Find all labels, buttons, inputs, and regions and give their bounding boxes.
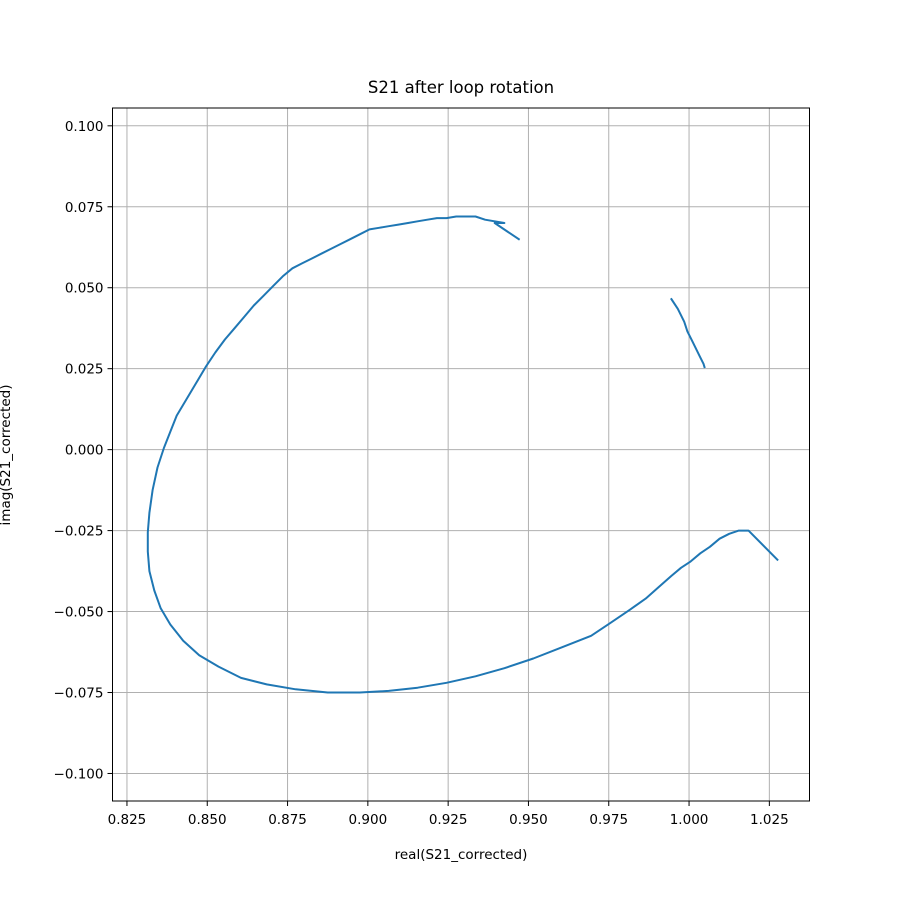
- x-tick-label: 1.000: [670, 812, 709, 828]
- x-tick-label: 0.875: [268, 812, 307, 828]
- s21-trace-line-0: [146, 215, 779, 694]
- x-tick-label: 0.975: [589, 812, 628, 828]
- y-tick-label: 0.025: [65, 362, 104, 378]
- x-tick-label: 0.950: [509, 812, 548, 828]
- y-tick-label: 0.100: [65, 119, 104, 135]
- y-tick-label: −0.050: [54, 605, 104, 621]
- plot-area: [146, 215, 779, 694]
- grid: [112, 108, 810, 801]
- y-axis-label: imag(S21_corrected): [0, 385, 14, 526]
- x-tick-label: 0.925: [429, 812, 468, 828]
- chart-title: S21 after loop rotation: [368, 78, 554, 97]
- y-tick-label: −0.075: [54, 686, 104, 702]
- axes-frame: [112, 107, 810, 802]
- x-tick-label: 1.025: [750, 812, 789, 828]
- y-tick-label: 0.000: [65, 443, 104, 459]
- x-tick-label: 0.850: [188, 812, 227, 828]
- x-tick-label: 0.825: [108, 812, 147, 828]
- s21-trace-line-1: [670, 297, 706, 369]
- axis-ticks: 0.825 0.850 0.875 0.900 0.925 0.950 0.975 1.000…: [54, 119, 789, 828]
- x-tick-label: 0.900: [349, 812, 388, 828]
- x-axis-label: real(S21_corrected): [395, 847, 528, 863]
- y-tick-label: −0.100: [54, 766, 104, 782]
- y-tick-label: −0.025: [54, 524, 104, 540]
- y-tick-label: 0.075: [65, 200, 104, 216]
- y-tick-label: 0.050: [65, 281, 104, 297]
